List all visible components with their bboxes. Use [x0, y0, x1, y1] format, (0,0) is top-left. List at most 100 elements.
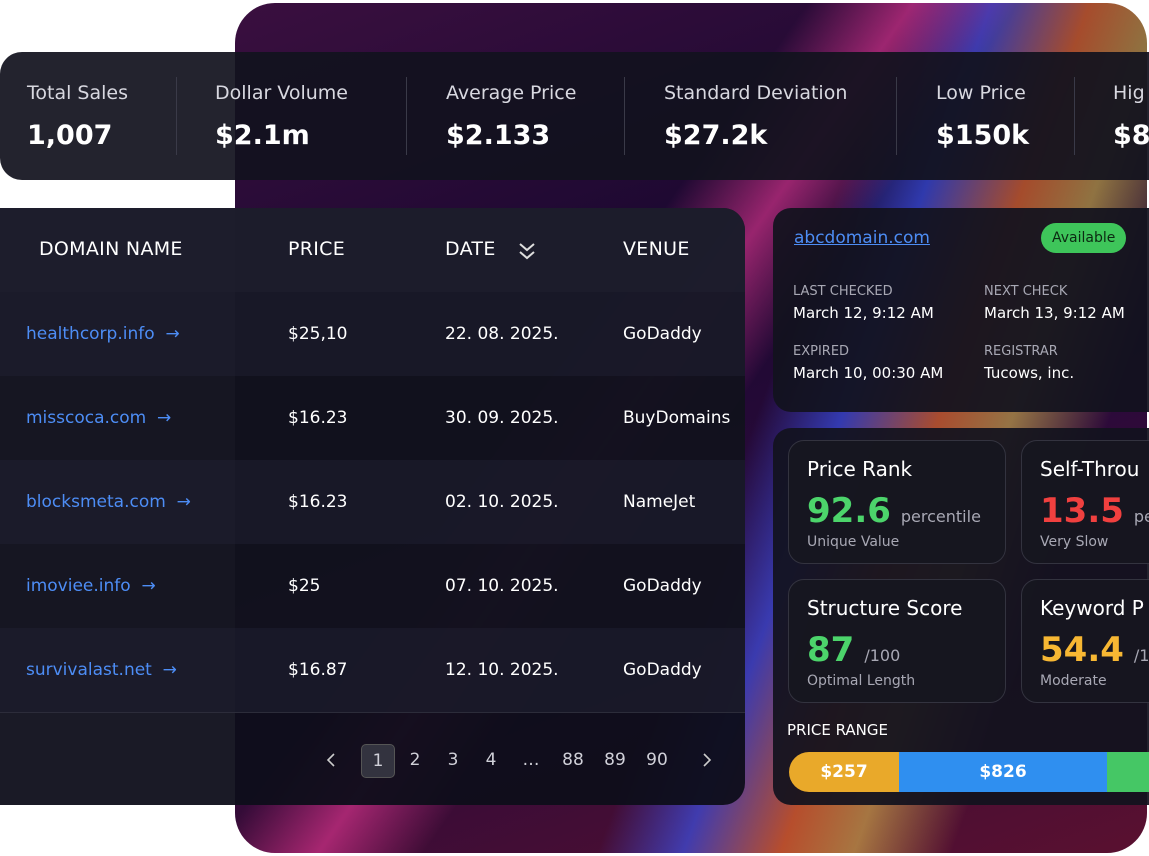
divider — [176, 77, 177, 155]
column-header[interactable]: DATE — [445, 238, 496, 260]
domain-link[interactable]: healthcorp.info → — [26, 324, 180, 344]
metric-title: Price Rank — [807, 457, 913, 481]
stat-value: $27.2k — [664, 120, 768, 151]
range-segment: $826 — [899, 752, 1107, 792]
metric-card: Structure Score 87/100 Optimal Length — [788, 579, 1006, 703]
metric-number: 54.4 — [1040, 630, 1124, 670]
footer-divider — [0, 712, 745, 713]
table-cell: BuyDomains — [623, 408, 731, 428]
metric-title: Keyword P — [1040, 596, 1144, 620]
table-cell: 22. 08. 2025. — [445, 324, 559, 344]
metric-card: Self-Throu 13.5 perc Very Slow — [1021, 440, 1149, 564]
price-range-label: PRICE RANGE — [787, 721, 889, 739]
metric-unit: /10 — [1133, 646, 1149, 665]
column-header: DOMAIN NAME — [39, 238, 183, 260]
table-cell: $16.23 — [288, 408, 348, 428]
status-badge: Available — [1041, 223, 1127, 253]
domain-link[interactable]: blocksmeta.com → — [26, 492, 191, 512]
sales-table: DOMAIN NAME PRICE DATE VENUE healthcorp.info… — [0, 208, 745, 805]
table-row: misscoca.com → $16.23 30. 09. 2025. BuyDoma… — [0, 376, 745, 460]
field-label: NEXT CHECK — [984, 284, 1068, 299]
next-page[interactable] — [691, 744, 723, 776]
column-header: VENUE — [623, 238, 690, 260]
stat-label: Hig — [1113, 82, 1145, 104]
sort-icon[interactable] — [516, 240, 538, 262]
page-button[interactable]: 90 — [646, 750, 668, 770]
prev-page[interactable] — [315, 744, 347, 776]
stat-value: $2.1m — [215, 120, 310, 151]
range-segment: $257 — [789, 752, 899, 792]
metric-value: 13.5 perc — [1040, 491, 1149, 531]
metric-unit: percentile — [900, 507, 981, 526]
field-label: REGISTRAR — [984, 344, 1058, 359]
table-row: survivalast.net → $16.87 12. 10. 2025. GoDa… — [0, 628, 745, 712]
arrow-icon[interactable]: → — [154, 324, 180, 344]
metric-note: Very Slow — [1040, 534, 1109, 550]
header-bg — [0, 208, 745, 292]
page-button[interactable]: 1 — [361, 744, 395, 778]
metric-unit: /100 — [864, 646, 901, 665]
arrow-icon[interactable]: → — [165, 492, 191, 512]
field-label: LAST CHECKED — [793, 284, 893, 299]
table-cell: 02. 10. 2025. — [445, 492, 559, 512]
metric-number: 92.6 — [807, 491, 891, 531]
table-cell: 12. 10. 2025. — [445, 660, 559, 680]
metrics-panel: Price Rank 92.6 percentile Unique Value Self… — [773, 428, 1149, 805]
table-cell: $16.23 — [288, 492, 348, 512]
divider — [896, 77, 897, 155]
metric-note: Unique Value — [807, 534, 900, 550]
table-row: imoviee.info → $25 07. 10. 2025. GoDaddy — [0, 544, 745, 628]
page-button[interactable]: 89 — [604, 750, 626, 770]
field-value: March 12, 9:12 AM — [793, 304, 934, 322]
stat-value: $150k — [936, 120, 1030, 151]
page-button[interactable]: 2 — [409, 750, 421, 770]
table-cell: GoDaddy — [623, 576, 702, 596]
stat-label: Standard Deviation — [664, 82, 848, 104]
metric-number: 87 — [807, 630, 855, 670]
table-cell: $25 — [288, 576, 321, 596]
arrow-icon[interactable]: → — [130, 576, 156, 596]
stats-bar: Total Sales 1,007 Dollar Volume $2.1m Averag… — [0, 52, 1149, 180]
metric-value: 54.4/10 — [1040, 630, 1149, 670]
domain-link[interactable]: imoviee.info → — [26, 576, 156, 596]
table-row: healthcorp.info → $25,10 22. 08. 2025. GoDa… — [0, 292, 745, 376]
table-cell: GoDaddy — [623, 324, 702, 344]
metric-number: 13.5 — [1040, 491, 1124, 531]
metric-title: Structure Score — [807, 596, 963, 620]
page-button[interactable]: 3 — [447, 750, 459, 770]
page-button[interactable]: 4 — [485, 750, 497, 770]
metric-note: Moderate — [1040, 673, 1107, 689]
stat-value: $2.133 — [446, 120, 551, 151]
arrow-icon[interactable]: → — [146, 408, 172, 428]
stat-label: Dollar Volume — [215, 82, 348, 104]
divider — [1074, 77, 1075, 155]
table-row: blocksmeta.com → $16.23 02. 10. 2025. NameJ… — [0, 460, 745, 544]
field-value: Tucows, inc. — [984, 364, 1075, 382]
metric-card: Keyword P 54.4/10 Moderate — [1021, 579, 1149, 703]
divider — [406, 77, 407, 155]
column-header: PRICE — [288, 238, 346, 260]
domain-link[interactable]: misscoca.com → — [26, 408, 172, 428]
field-value: March 10, 00:30 AM — [793, 364, 944, 382]
metric-note: Optimal Length — [807, 673, 916, 689]
arrow-icon[interactable]: → — [151, 660, 177, 680]
divider — [624, 77, 625, 155]
field-label: EXPIRED — [793, 344, 850, 359]
stat-label: Low Price — [936, 82, 1026, 104]
table-cell: NameJet — [623, 492, 696, 512]
stat-value: 1,007 — [27, 120, 113, 151]
field-value: March 13, 9:12 AM — [984, 304, 1125, 322]
domain-link[interactable]: abcdomain.com — [794, 228, 930, 248]
table-cell: $16.87 — [288, 660, 348, 680]
table-cell: 07. 10. 2025. — [445, 576, 559, 596]
domain-link[interactable]: survivalast.net → — [26, 660, 177, 680]
table-cell: GoDaddy — [623, 660, 702, 680]
table-cell: 30. 09. 2025. — [445, 408, 559, 428]
metric-value: 92.6 percentile — [807, 491, 981, 531]
stat-label: Total Sales — [27, 82, 128, 104]
page-button[interactable]: … — [522, 750, 540, 770]
stat-label: Average Price — [446, 82, 577, 104]
page-button[interactable]: 88 — [562, 750, 584, 770]
metric-value: 87/100 — [807, 630, 900, 670]
